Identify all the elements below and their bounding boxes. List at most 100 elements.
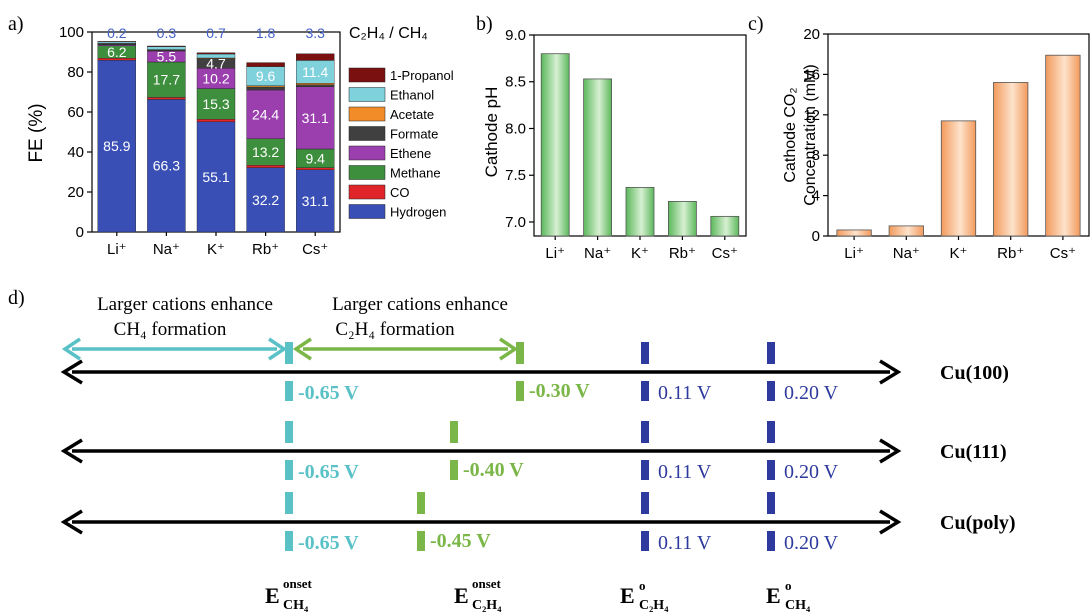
potential-axis-head-right bbox=[879, 509, 902, 535]
c2h4-onset-marker-top bbox=[450, 421, 458, 443]
panel-c-ytick-label: 12 bbox=[803, 107, 820, 124]
ch4-enhance-arrow-head-left bbox=[61, 337, 81, 361]
panel-a-ratio-value: 3.3 bbox=[305, 25, 325, 41]
panel-b-ylabel: Cathode pH bbox=[482, 87, 501, 178]
potential-row: -0.65 V -0.45 V 0.11 V 0.20 V Cu(poly) bbox=[60, 492, 1016, 554]
panel-a-axes: 0 20 40 60 80 100 Li⁺ Na⁺ K⁺ Rb⁺ Cs⁺ bbox=[59, 24, 341, 258]
panel-a-data-label: 55.1 bbox=[202, 169, 229, 185]
eq-c2h4-marker-top bbox=[641, 421, 649, 443]
c2h4-onset-marker-bottom bbox=[450, 460, 458, 480]
ch4-onset-value: -0.65 V bbox=[298, 461, 359, 483]
ch4-annotation-line2: CH₄ formation bbox=[114, 319, 227, 340]
e-std-ch4-label: E o CH₄ bbox=[766, 578, 811, 613]
panel-c-ylabel-line2: Concentration (mM) bbox=[802, 64, 819, 205]
eq-c2h4-marker-top bbox=[641, 492, 649, 514]
panel-a-bar-segment bbox=[296, 86, 335, 150]
eq-ch4-marker-top bbox=[767, 421, 775, 443]
panel-c-ytick-label: 8 bbox=[812, 147, 820, 164]
surface-label: Cu(111) bbox=[940, 441, 1007, 463]
e-c2h4-onset-label: E onset C₂H₄ bbox=[454, 576, 502, 613]
panel-a-legend-entry: Hydrogen bbox=[390, 205, 446, 220]
panel-b-bars bbox=[540, 53, 740, 237]
svg-text:o: o bbox=[785, 578, 792, 593]
panel-c-co2-chart: c) Cathode CO₂ Concentration (mM) 0 4 8 12 1… bbox=[748, 13, 1090, 262]
svg-text:E: E bbox=[265, 583, 280, 608]
c2h4-onset-value: -0.45 V bbox=[430, 530, 491, 552]
panel-b-ytick-label: 9.0 bbox=[505, 27, 526, 44]
panel-a-legend-swatch bbox=[348, 204, 386, 219]
eq-ch4-marker-top bbox=[767, 492, 775, 514]
panel-a-legend-swatch bbox=[348, 184, 386, 200]
potential-axis-head-right bbox=[879, 359, 902, 385]
eq-ch4-marker-top bbox=[767, 342, 775, 364]
panel-c-ytick-label: 16 bbox=[803, 66, 820, 83]
panel-a-data-label: 10.2 bbox=[202, 70, 229, 86]
panel-a-data-label: 31.1 bbox=[302, 193, 329, 209]
panel-c-bar bbox=[1045, 54, 1081, 237]
panel-a-xtick-label: K⁺ bbox=[207, 241, 225, 258]
panel-a-legend-entry: Acetate bbox=[390, 107, 434, 122]
panel-a-ratio-value: 0.3 bbox=[157, 25, 177, 41]
c2h4-annotation-line1: Larger cations enhance bbox=[332, 294, 508, 315]
panel-c-ylabel-line1: Cathode CO₂ bbox=[782, 87, 799, 182]
c2h4-onset-marker-top bbox=[516, 342, 524, 364]
panel-a-legend: 1-Propanol Ethanol Acetate Formate Ethene Met… bbox=[348, 67, 454, 220]
eq-c2h4-value: 0.11 V bbox=[658, 382, 712, 404]
panel-a-bar-segment bbox=[97, 41, 137, 43]
panel-a-label: a) bbox=[8, 13, 24, 35]
panel-a-data-label: 6.2 bbox=[107, 44, 127, 60]
panel-a-ratio-value: 0.2 bbox=[107, 25, 127, 41]
panel-a-xtick-label: Cs⁺ bbox=[302, 241, 328, 258]
ch4-onset-marker-top bbox=[285, 342, 293, 364]
panel-c-bar bbox=[993, 82, 1029, 237]
surface-label: Cu(poly) bbox=[940, 512, 1016, 534]
panel-a-bar-segment bbox=[196, 118, 236, 122]
panel-a-xtick-label: Rb⁺ bbox=[252, 241, 279, 258]
panel-a-bar-segment bbox=[296, 167, 335, 171]
svg-text:CH₄: CH₄ bbox=[785, 598, 811, 613]
eq-c2h4-marker-bottom bbox=[641, 531, 649, 551]
panel-a-legend-entry: Methane bbox=[390, 166, 441, 181]
potential-axis-head-left bbox=[60, 509, 83, 535]
panel-a-legend-entry: CO bbox=[390, 185, 410, 200]
panel-a-ytick-label: 80 bbox=[67, 64, 84, 81]
panel-b-ytick-label: 7.5 bbox=[505, 167, 526, 184]
eq-c2h4-value: 0.11 V bbox=[658, 461, 712, 483]
eq-ch4-value: 0.20 V bbox=[784, 532, 839, 554]
c2h4-onset-marker-bottom bbox=[516, 381, 524, 401]
panel-b-ph-chart: b) Cathode pH 7.0 7.5 8.0 8.5 9.0 Li⁺ Na⁺ K⁺ Rb⁺… bbox=[476, 13, 747, 262]
svg-text:E: E bbox=[454, 583, 469, 608]
panel-a-bar-segment bbox=[147, 46, 186, 50]
panel-b-label: b) bbox=[476, 13, 493, 35]
panel-a-legend-swatch bbox=[348, 67, 386, 83]
potential-axis-head-right bbox=[879, 438, 902, 464]
panel-a-legend-swatch bbox=[348, 165, 386, 180]
panel-a-data-label: 5.5 bbox=[157, 49, 177, 65]
panel-a-bar-segment bbox=[296, 82, 335, 85]
panel-c-bar bbox=[940, 120, 977, 237]
panel-a-data-label: 15.3 bbox=[202, 96, 229, 112]
potential-bottom-labels: E onset CH₄ E onset C₂H₄ E o C₂H₄ E o CH… bbox=[265, 576, 811, 613]
panel-a-bar-segment bbox=[147, 97, 186, 100]
panel-a-ytick-label: 100 bbox=[59, 24, 84, 41]
panel-a-ratio-labels: 0.2 0.3 0.7 1.8 3.3 bbox=[107, 25, 325, 41]
panel-a-ytick-label: 40 bbox=[67, 144, 84, 161]
c2h4-enhance-arrow-head-left bbox=[292, 337, 312, 361]
panel-a-ylabel: FE (%) bbox=[26, 103, 47, 162]
panel-a-bar-segment bbox=[246, 138, 285, 166]
panel-b-axes: 7.0 7.5 8.0 8.5 9.0 Li⁺ Na⁺ K⁺ Rb⁺ Cs⁺ bbox=[505, 27, 747, 262]
enhancement-arrows bbox=[61, 337, 519, 361]
panel-a-bar-segment bbox=[246, 89, 285, 139]
panel-c-ytick-label: 20 bbox=[803, 26, 820, 43]
panel-c-xtick-label: Rb⁺ bbox=[997, 245, 1024, 262]
panel-d-label: d) bbox=[8, 287, 25, 309]
panel-b-ytick-label: 7.0 bbox=[505, 214, 526, 231]
panel-a-xtick-label: Li⁺ bbox=[107, 241, 127, 258]
panel-c-ytick-label: 4 bbox=[812, 188, 820, 205]
panel-a-data-label: 13.2 bbox=[252, 144, 279, 160]
panel-a-ratio-title: C₂H₄ / CH₄ bbox=[349, 25, 428, 42]
panel-c-ytick-label: 0 bbox=[812, 228, 820, 245]
eq-c2h4-marker-bottom bbox=[641, 460, 649, 480]
svg-text:E: E bbox=[766, 583, 781, 608]
